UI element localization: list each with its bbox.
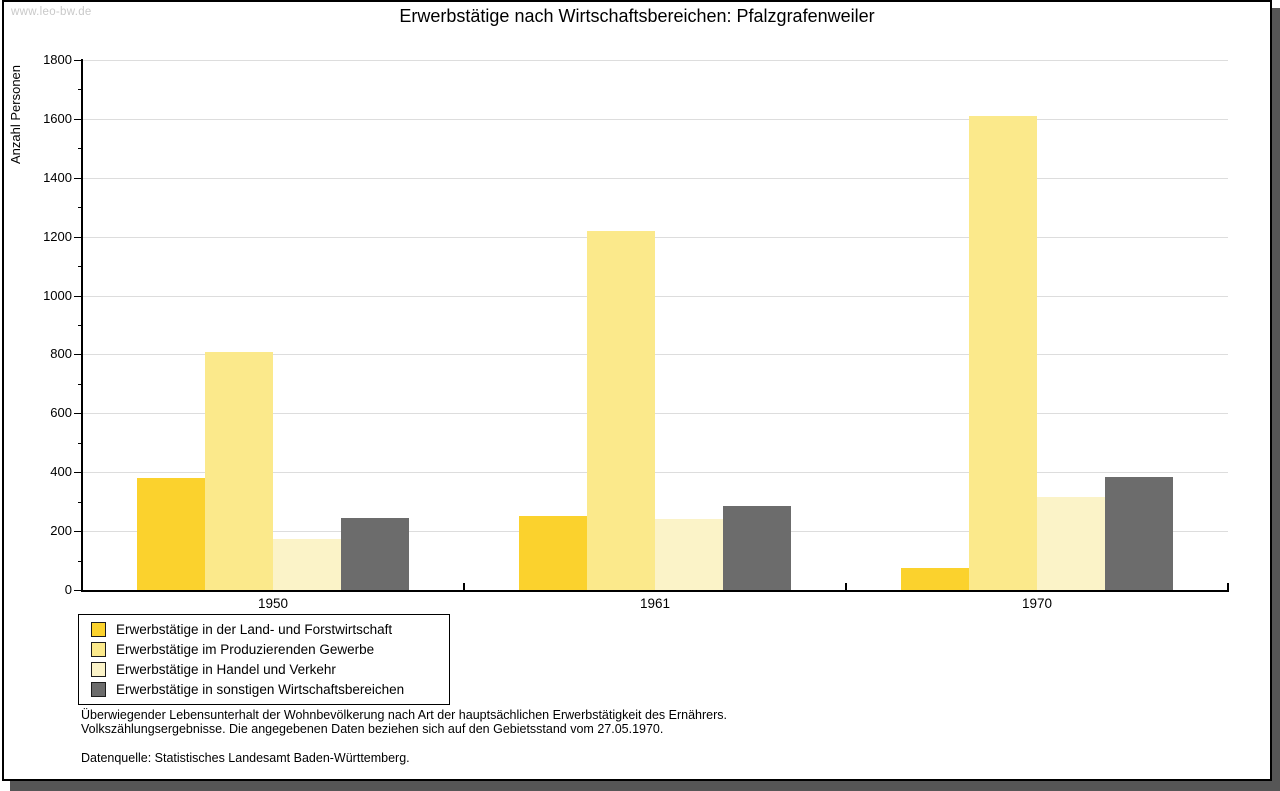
y-tick-label-400: 400 — [50, 464, 72, 480]
bar-1970-series-0 — [901, 567, 969, 590]
legend-swatch-icon — [91, 661, 106, 677]
gridline-1200 — [82, 236, 1228, 238]
legend-item-3: Erwerbstätige in sonstigen Wirtschaftsbe… — [79, 679, 449, 699]
bar-1961-series-2 — [655, 519, 723, 590]
plot-area: 0 200 400 600 800 1000 1200 1400 1600 1800 1950 196… — [4, 2, 1270, 779]
y-minor-tick-700 — [78, 383, 82, 385]
legend-item-2: Erwerbstätige in Handel und Verkehr — [79, 659, 449, 679]
gridline-600 — [82, 413, 1228, 415]
y-minor-tick-1100 — [78, 266, 82, 268]
legend-item-0: Erwerbstätige in der Land- und Forstwirt… — [79, 619, 449, 639]
bar-1970-series-3 — [1105, 476, 1173, 590]
y-major-tick-200 — [74, 531, 82, 533]
bar-1970-series-1 — [969, 115, 1037, 590]
y-tick-label-200: 200 — [50, 523, 72, 539]
chart-title: Erwerbstätige nach Wirtschaftsbereichen:… — [399, 6, 875, 26]
data-source: Datenquelle: Statistisches Landesamt Bad… — [81, 751, 410, 765]
legend-swatch-icon — [91, 621, 106, 637]
x-tick-label-1961: 1961 — [639, 596, 671, 611]
y-major-tick-1200 — [74, 236, 82, 238]
legend-item-1: Erwerbstätige im Produzierenden Gewerbe — [79, 639, 449, 659]
x-axis-line — [81, 590, 1229, 592]
y-tick-label-1400: 1400 — [43, 169, 72, 185]
y-major-tick-800 — [74, 354, 82, 356]
y-major-tick-1000 — [74, 295, 82, 297]
x-tick-label-1970: 1970 — [1021, 596, 1053, 611]
y-tick-label-0: 0 — [64, 582, 72, 597]
y-minor-tick-1700 — [78, 89, 82, 91]
y-minor-tick-1300 — [78, 207, 82, 209]
x-tick-label-1950: 1950 — [257, 596, 289, 611]
x-boundary-tick-2 — [845, 583, 847, 590]
note-line-1: Überwiegender Lebensunterhalt der Wohnbe… — [81, 708, 727, 722]
y-major-tick-0 — [74, 590, 82, 591]
gridline-1000 — [82, 295, 1228, 297]
gridline-1400 — [82, 177, 1228, 179]
bar-1961-series-0 — [519, 516, 587, 590]
y-major-tick-400 — [74, 472, 82, 474]
y-tick-label-600: 600 — [50, 405, 72, 421]
legend-swatch-icon — [91, 681, 106, 697]
y-minor-tick-900 — [78, 325, 82, 326]
gridline-800 — [82, 354, 1228, 356]
y-tick-label-1600: 1600 — [43, 110, 72, 126]
y-major-tick-600 — [74, 413, 82, 415]
bar-1961-series-3 — [723, 506, 791, 590]
y-axis-line — [81, 59, 83, 592]
y-tick-label-1000: 1000 — [43, 287, 72, 303]
gridline-400 — [82, 472, 1228, 474]
y-minor-tick-500 — [78, 442, 82, 444]
y-major-tick-1400 — [74, 177, 82, 179]
watermark: www.leo-bw.de — [11, 6, 92, 18]
y-tick-label-800: 800 — [50, 346, 72, 362]
legend-label: Erwerbstätige in der Land- und Forstwirt… — [116, 621, 393, 637]
legend-label: Erwerbstätige in sonstigen Wirtschaftsbe… — [116, 681, 405, 697]
legend-swatch-icon — [91, 641, 106, 657]
y-major-tick-1800 — [74, 60, 82, 61]
y-minor-tick-300 — [78, 501, 82, 503]
y-minor-tick-1500 — [78, 148, 82, 150]
bar-1961-series-1 — [587, 230, 655, 590]
legend-label: Erwerbstätige in Handel und Verkehr — [116, 661, 336, 677]
legend-label: Erwerbstätige im Produzierenden Gewerbe — [116, 641, 375, 657]
chart-panel: www.leo-bw.de Erwerbstätige nach Wirtsch… — [2, 0, 1272, 781]
y-minor-tick-100 — [78, 560, 82, 562]
bar-1950-series-0 — [137, 478, 205, 590]
bar-1950-series-2 — [273, 538, 341, 590]
x-boundary-tick-3 — [1227, 583, 1229, 590]
note-line-2: Volkszählungsergebnisse. Die angegebenen… — [81, 722, 664, 736]
bar-1950-series-1 — [205, 351, 273, 590]
bar-1950-series-3 — [341, 517, 409, 590]
x-boundary-tick-0 — [81, 583, 83, 590]
bar-1970-series-2 — [1037, 497, 1105, 591]
x-boundary-tick-1 — [463, 583, 465, 590]
footnotes: Überwiegender Lebensunterhalt der Wohnbe… — [81, 708, 727, 765]
legend: Erwerbstätige in der Land- und Forstwirt… — [78, 614, 450, 705]
gridline-1600 — [82, 118, 1228, 120]
y-tick-label-1800: 1800 — [43, 52, 72, 67]
y-major-tick-1600 — [74, 118, 82, 120]
y-tick-label-1200: 1200 — [43, 228, 72, 244]
gridline-1800 — [82, 60, 1228, 61]
